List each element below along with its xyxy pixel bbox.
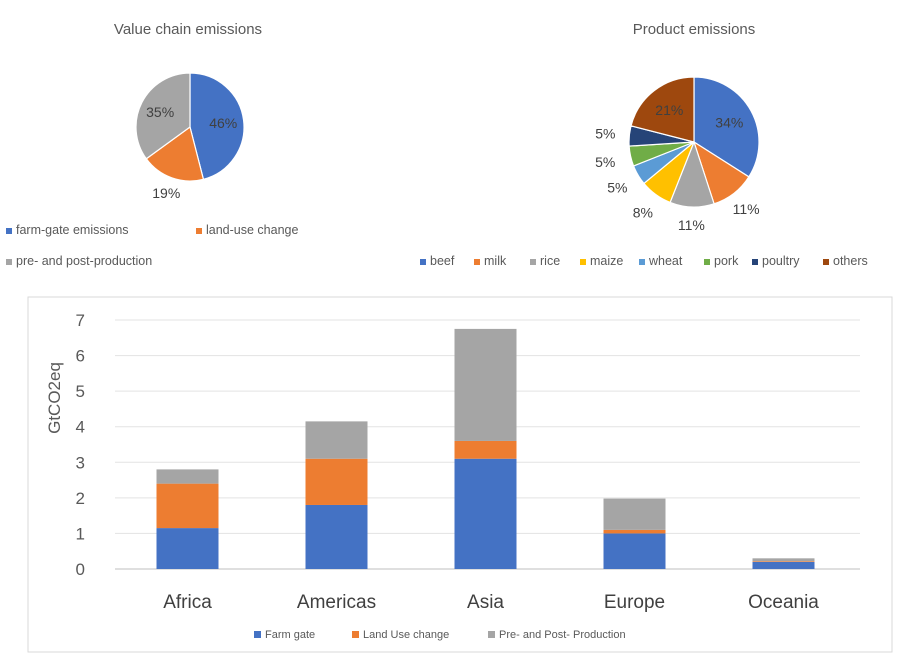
bar-asia-land-use-change	[454, 440, 517, 459]
bar-europe-farm-gate	[603, 533, 666, 569]
bar-americas-farm-gate	[305, 504, 368, 569]
bar-oceania-land-use-change	[752, 561, 815, 562]
pie-slice-label: 5%	[595, 154, 615, 170]
product-emissions-pie: Product emissions 34% 11% 11% 8% 5% 5% 5% 21% b…	[420, 21, 868, 268]
legend-swatch	[474, 259, 480, 265]
value-chain-title: Value chain emissions	[114, 21, 262, 38]
y-tick-label: 1	[76, 524, 85, 543]
legend-label: pork	[714, 254, 739, 268]
legend-item-farm-gate: Farm gate	[254, 629, 315, 641]
pie-slice-label: 5%	[607, 179, 627, 195]
x-tick-label: Africa	[163, 592, 212, 613]
legend-swatch	[352, 631, 359, 638]
legend-item-pre-and-post-production: pre- and post-production	[6, 254, 152, 268]
bar-americas-land-use-change	[305, 458, 368, 505]
legend-label: beef	[430, 254, 455, 268]
bar-oceania-farm-gate	[752, 561, 815, 569]
pie-slice-label: 19%	[152, 185, 180, 201]
y-tick-label: 4	[76, 418, 85, 437]
legend-swatch	[196, 228, 202, 234]
y-tick-label: 5	[76, 382, 85, 401]
legend-label: rice	[540, 254, 560, 268]
y-axis-label: GtCO2eq	[45, 362, 64, 434]
legend-swatch	[704, 259, 710, 265]
legend-label: Land Use change	[363, 629, 449, 641]
legend-label: land-use change	[206, 223, 298, 237]
bar-africa-land-use-change	[156, 483, 219, 529]
legend-item-land-use-change: land-use change	[196, 223, 298, 237]
legend-swatch	[6, 228, 12, 234]
pie-slice-label: 5%	[595, 126, 615, 142]
pie-slice-label: 11%	[678, 217, 705, 233]
pie-slice-label: 34%	[715, 115, 743, 131]
y-tick-label: 0	[76, 560, 85, 579]
legend-item-farm-gate-emissions: farm-gate emissions	[6, 223, 129, 237]
legend-item-beef: beef	[420, 254, 455, 268]
legend-item-others: others	[823, 254, 868, 268]
pie-slice-label: 11%	[733, 201, 760, 217]
legend-swatch	[6, 259, 12, 265]
pie-slice-land-use-change	[145, 125, 205, 182]
x-tick-label: Americas	[297, 592, 376, 613]
legend-swatch	[580, 259, 586, 265]
legend-item-maize: maize	[580, 254, 623, 268]
pie-slice-farm-gate-emissions	[189, 72, 245, 181]
regional-emissions-bar-chart: 0 1 2 3 4 5 6 7 Africa Americas Asia Europe Oceania…	[27, 296, 893, 653]
x-tick-label: Oceania	[748, 592, 819, 613]
y-tick-label: 7	[76, 311, 85, 330]
legend-label: farm-gate emissions	[16, 223, 129, 237]
pie-slice-label: 8%	[633, 204, 653, 220]
legend-swatch	[420, 259, 426, 265]
legend-label: wheat	[648, 254, 683, 268]
x-tick-label: Asia	[467, 592, 504, 613]
bar-americas-pre-and-post-production	[305, 421, 368, 459]
bar-africa-pre-and-post-production	[156, 469, 219, 484]
y-tick-label: 2	[76, 489, 85, 508]
pie-slice-label: 21%	[655, 102, 683, 118]
y-tick-label: 6	[76, 347, 85, 366]
legend-item-poultry: poultry	[752, 254, 800, 268]
product-emissions-title: Product emissions	[633, 21, 756, 38]
legend-item-pre-and-post-production: Pre- and Post- Production	[488, 629, 626, 641]
legend-item-milk: milk	[474, 254, 507, 268]
legend-item-wheat: wheat	[639, 254, 683, 268]
y-tick-label: 3	[76, 453, 85, 472]
legend-item-rice: rice	[530, 254, 560, 268]
legend-swatch	[254, 631, 261, 638]
bar-asia-pre-and-post-production	[454, 328, 517, 441]
legend-swatch	[530, 259, 536, 265]
bar-europe-land-use-change	[603, 529, 666, 534]
legend-label: milk	[484, 254, 507, 268]
value-chain-pie: Value chain emissions 46% 19% 35% farm-gat…	[6, 21, 298, 268]
legend-swatch	[639, 259, 645, 265]
legend-label: maize	[590, 254, 623, 268]
legend-label: poultry	[762, 254, 800, 268]
legend-item-pork: pork	[704, 254, 739, 268]
legend-swatch	[752, 259, 758, 265]
legend-swatch	[823, 259, 829, 265]
bar-chart-frame	[27, 296, 893, 653]
pie-slice-others	[630, 76, 695, 143]
bar-asia-farm-gate	[454, 458, 517, 569]
bar-oceania-pre-and-post-production	[752, 558, 815, 562]
pie-slice-pre-and-post-production	[135, 72, 191, 160]
legend-item-land-use-change: Land Use change	[352, 629, 449, 641]
bar-africa-farm-gate	[156, 528, 219, 569]
pie-slice-label: 35%	[146, 104, 174, 120]
legend-label: Farm gate	[265, 629, 315, 641]
legend-label: others	[833, 254, 868, 268]
x-tick-label: Europe	[604, 592, 665, 613]
legend-swatch	[488, 631, 495, 638]
legend-label: pre- and post-production	[16, 254, 152, 268]
bar-europe-pre-and-post-production	[603, 498, 666, 530]
pie-slice-label: 46%	[209, 115, 237, 131]
legend-label: Pre- and Post- Production	[499, 629, 626, 641]
